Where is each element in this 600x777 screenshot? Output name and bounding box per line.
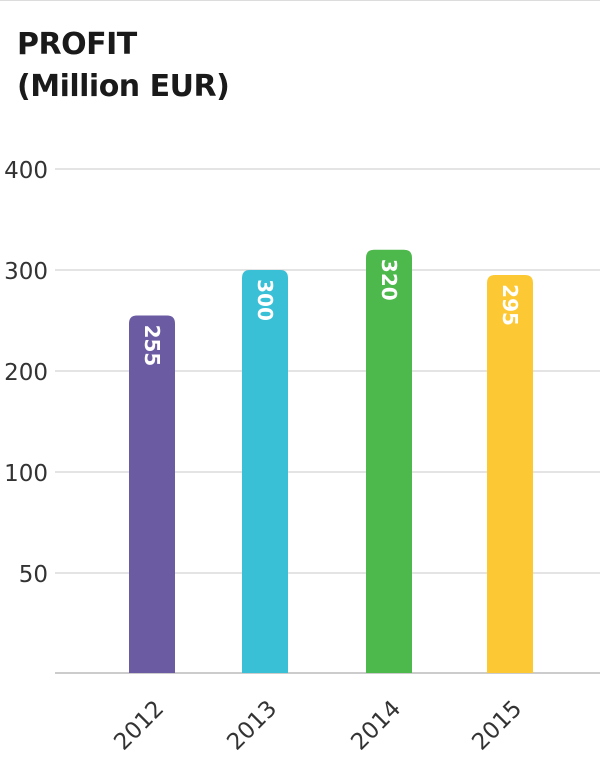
bar-value-label: 255 — [140, 325, 164, 367]
chart-subtitle: (Million EUR) — [17, 69, 230, 104]
y-tick-label: 400 — [4, 158, 48, 184]
y-tick-label: 100 — [4, 461, 48, 487]
bar-value-label: 295 — [498, 284, 522, 326]
bar-value-label: 320 — [377, 259, 401, 301]
bar-2013 — [242, 270, 288, 673]
y-tick-label: 200 — [4, 360, 48, 386]
bar-2012 — [129, 315, 175, 673]
chart-title-block: PROFIT (Million EUR) — [17, 24, 230, 108]
bar-2015 — [487, 275, 533, 673]
bar-2014 — [366, 249, 412, 674]
y-tick-label: 300 — [4, 259, 48, 285]
bar-value-label: 300 — [253, 279, 277, 321]
bar-layer — [129, 249, 533, 674]
chart-title: PROFIT — [17, 27, 137, 62]
x-category-label: 2013 — [222, 696, 282, 756]
x-category-label: 2012 — [109, 696, 169, 756]
x-category-label: 2014 — [346, 696, 406, 756]
x-category-label: 2015 — [467, 696, 527, 756]
top-divider — [0, 0, 600, 1]
y-tick-label: 50 — [19, 562, 48, 588]
